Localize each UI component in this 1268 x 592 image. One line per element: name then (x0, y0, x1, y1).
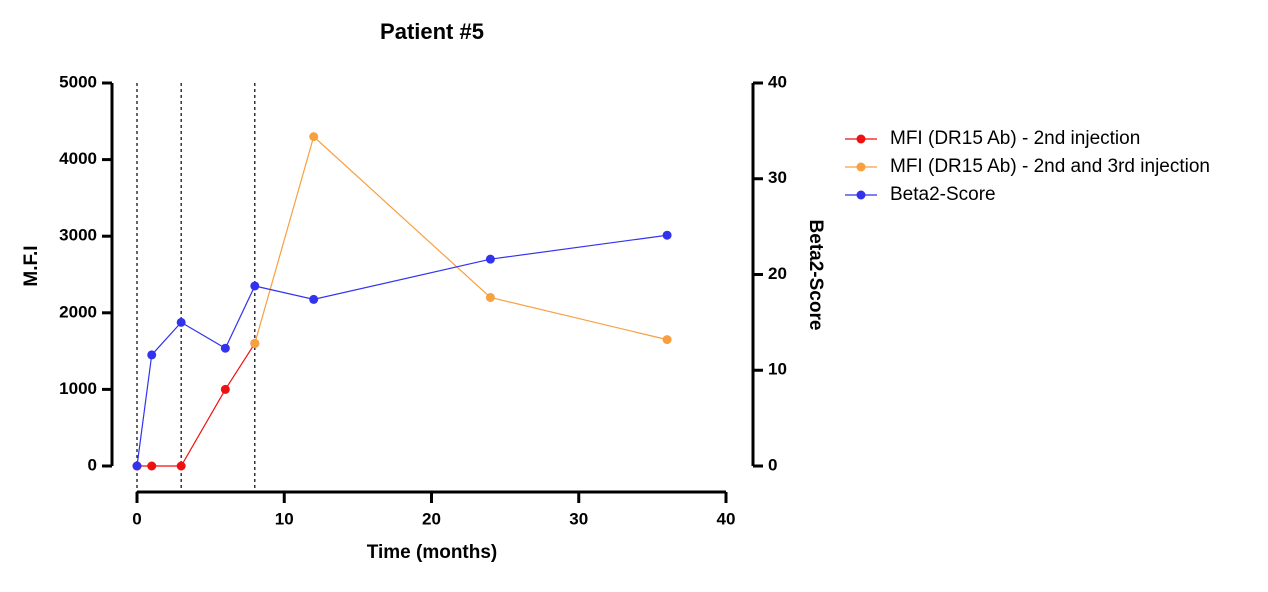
data-point (250, 281, 260, 291)
y-tick-label: 4000 (59, 149, 97, 168)
x-tick-label: 0 (132, 509, 141, 528)
legend-label: MFI (DR15 Ab) - 2nd injection (890, 128, 1140, 149)
y-tick-label: 2000 (59, 302, 97, 321)
y2-tick-label: 10 (768, 360, 787, 379)
data-point (485, 254, 495, 264)
data-point (147, 461, 157, 471)
data-point (309, 294, 319, 304)
legend-label: MFI (DR15 Ab) - 2nd and 3rd injection (890, 156, 1210, 177)
data-point (485, 292, 495, 302)
y2-tick-label: 40 (768, 72, 787, 91)
data-point (250, 338, 260, 348)
data-point (220, 343, 230, 353)
x-tick-label: 40 (717, 509, 736, 528)
y2-tick-label: 0 (768, 455, 777, 474)
y-tick-label: 3000 (59, 226, 97, 245)
data-point (662, 335, 672, 345)
legend-marker (856, 162, 866, 172)
data-point (132, 461, 142, 471)
y-tick-label: 1000 (59, 379, 97, 398)
x-tick-label: 10 (275, 509, 294, 528)
series-line (254, 135, 668, 344)
data-point (220, 384, 230, 394)
data-point (662, 230, 672, 240)
legend-marker (856, 190, 866, 200)
data-point (147, 350, 157, 360)
y2-axis-label: Beta2-Score (805, 220, 826, 331)
y2-tick-label: 20 (768, 264, 787, 283)
data-point (176, 317, 186, 327)
legend-label: Beta2-Score (890, 184, 996, 205)
data-point (309, 132, 319, 142)
series-line (136, 234, 668, 467)
data-point (176, 461, 186, 471)
x-axis-label: Time (months) (367, 542, 498, 563)
x-tick-label: 20 (422, 509, 441, 528)
y-tick-label: 0 (88, 455, 97, 474)
chart-title: Patient #5 (380, 19, 484, 44)
y-tick-label: 5000 (59, 72, 97, 91)
x-tick-label: 30 (569, 509, 588, 528)
series-line (137, 343, 256, 467)
legend-marker (856, 134, 866, 144)
y-axis-label: M.F.I (21, 245, 42, 286)
y2-tick-label: 30 (768, 168, 787, 187)
